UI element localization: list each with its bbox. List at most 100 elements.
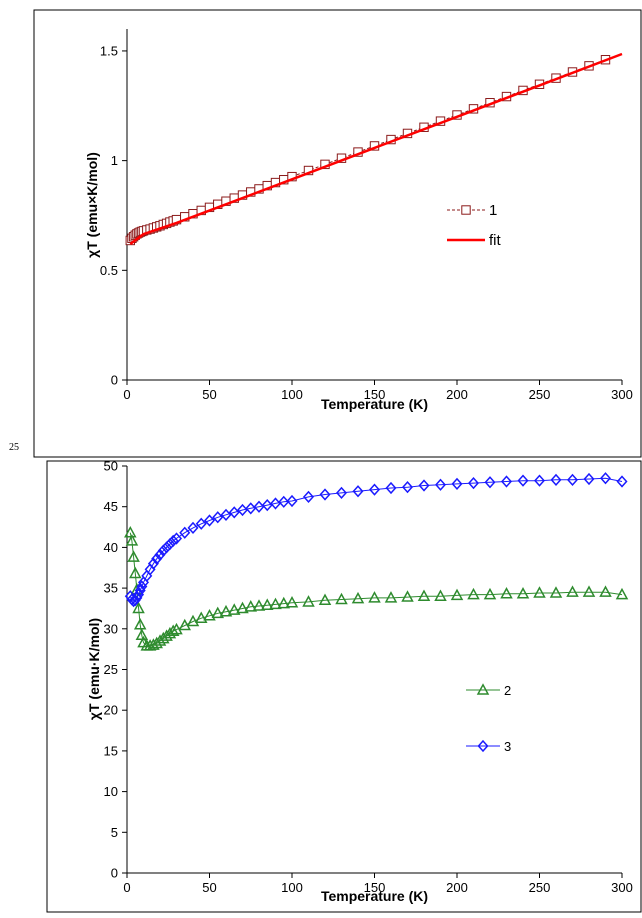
y-tick-label: 35 xyxy=(104,581,118,596)
series-line-fit xyxy=(129,52,623,246)
data-point xyxy=(195,517,207,530)
x-tick-label: 300 xyxy=(611,387,633,402)
data-point xyxy=(220,508,232,521)
chart-2-frame xyxy=(46,460,642,913)
y-tick-label: 45 xyxy=(104,499,118,514)
data-point xyxy=(517,474,529,487)
data-point xyxy=(133,617,147,630)
data-point xyxy=(484,476,496,489)
data-point xyxy=(278,495,290,508)
chart-1-frame xyxy=(33,9,642,458)
data-point xyxy=(228,506,240,519)
x-tick-label: 50 xyxy=(202,880,216,895)
data-point xyxy=(599,585,612,597)
data-point xyxy=(132,601,145,614)
data-point xyxy=(179,526,191,539)
data-point xyxy=(194,611,208,623)
x-tick-label: 100 xyxy=(281,880,303,895)
data-point xyxy=(351,591,365,604)
data-point xyxy=(368,591,381,603)
data-point xyxy=(166,624,180,636)
series-2 xyxy=(124,525,629,651)
legend-entry-3: 3 xyxy=(466,739,511,754)
data-point xyxy=(211,606,225,619)
data-point xyxy=(277,596,291,609)
data-point xyxy=(178,618,192,631)
y-tick-label: 25 xyxy=(104,662,118,677)
data-point xyxy=(219,604,233,617)
x-tick-label: 250 xyxy=(529,387,551,402)
legend-entry-1: 1 xyxy=(447,202,497,219)
data-point xyxy=(252,599,266,611)
x-tick-label: 200 xyxy=(446,880,468,895)
data-point xyxy=(599,472,612,485)
data-point xyxy=(244,600,258,612)
y-axis-label: χT (emu×K/mol) xyxy=(84,152,100,258)
data-point xyxy=(260,598,274,610)
data-point xyxy=(157,544,169,557)
data-point xyxy=(302,595,315,607)
legend-label: 1 xyxy=(489,202,497,219)
x-tick-label: 250 xyxy=(529,880,551,895)
series-fit xyxy=(129,52,623,246)
data-point xyxy=(616,475,628,488)
legend-marker xyxy=(477,739,489,753)
data-point xyxy=(161,541,173,554)
data-point xyxy=(583,472,595,486)
data-point xyxy=(500,587,513,599)
y-tick-label: 30 xyxy=(104,621,118,636)
series-3 xyxy=(124,472,628,608)
data-point xyxy=(167,534,179,548)
legend-marker xyxy=(461,205,471,215)
data-point xyxy=(319,488,331,501)
y-tick-label: 20 xyxy=(104,703,118,718)
data-point xyxy=(285,595,299,608)
legend-label: fit xyxy=(489,232,502,249)
data-point xyxy=(127,550,140,562)
y-tick-label: 10 xyxy=(104,784,118,799)
data-point xyxy=(187,521,199,534)
y-tick-label: 40 xyxy=(104,540,118,555)
data-point xyxy=(269,597,282,610)
x-tick-label: 200 xyxy=(446,387,468,402)
x-tick-label: 150 xyxy=(364,387,386,402)
y-tick-label: 0.5 xyxy=(100,263,118,278)
x-tick-label: 100 xyxy=(281,387,303,402)
y-tick-label: 0 xyxy=(111,866,118,881)
data-point xyxy=(368,483,381,496)
y-tick-label: 15 xyxy=(104,743,118,758)
x-tick-label: 150 xyxy=(364,880,386,895)
data-point xyxy=(236,601,249,614)
data-point xyxy=(566,473,579,486)
data-point xyxy=(335,592,348,605)
x-tick-label: 50 xyxy=(202,387,216,402)
x-tick-label: 0 xyxy=(123,880,130,895)
data-point xyxy=(516,587,530,599)
series-line-2 xyxy=(129,532,623,647)
y-tick-label: 0 xyxy=(111,373,118,388)
data-point xyxy=(302,490,315,504)
data-point xyxy=(450,588,464,601)
data-point xyxy=(128,566,142,579)
data-point xyxy=(170,622,183,635)
data-point xyxy=(203,609,216,621)
data-point xyxy=(384,591,398,603)
data-point xyxy=(417,589,431,601)
x-tick-label: 0 xyxy=(123,387,130,402)
data-point xyxy=(451,477,463,491)
x-axis-label: Temperature (K) xyxy=(321,396,428,412)
data-point xyxy=(227,603,241,615)
data-point xyxy=(467,476,480,490)
page-number: 25 xyxy=(9,442,19,453)
data-point xyxy=(151,552,163,565)
data-point xyxy=(385,481,397,495)
legend-entry-2: 2 xyxy=(466,683,511,698)
data-point xyxy=(550,473,562,486)
data-point xyxy=(401,481,414,494)
y-tick-label: 1.5 xyxy=(100,43,118,58)
legend-marker xyxy=(476,683,490,695)
data-point xyxy=(549,586,563,598)
y-tick-label: 1 xyxy=(111,153,118,168)
data-point xyxy=(401,590,414,602)
